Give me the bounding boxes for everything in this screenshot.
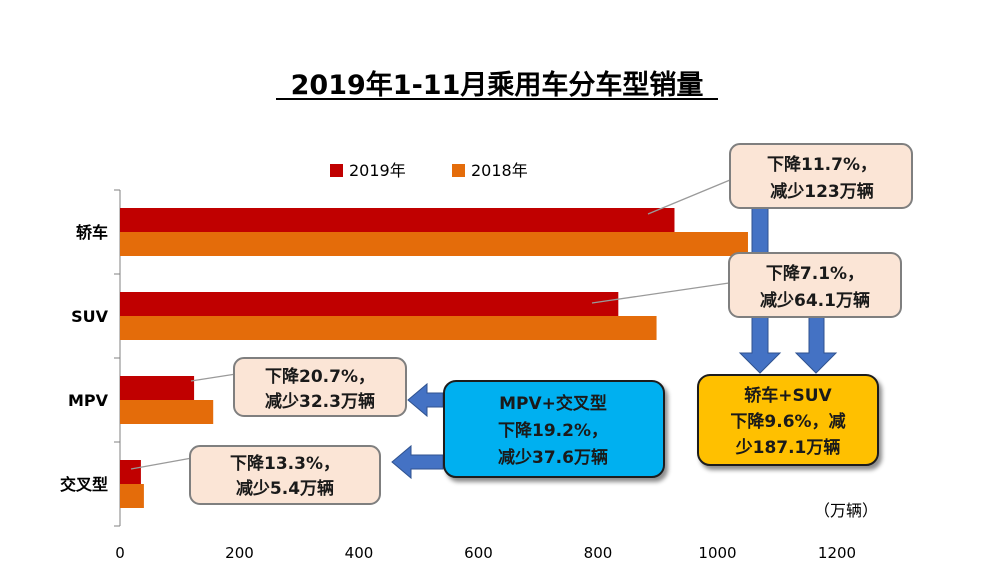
callout-mpv-crossover: MPV+交叉型 下降19.2%， 减少37.6万辆 [443, 380, 665, 478]
callout-mpv: 下降20.7%， 减少32.3万辆 [233, 357, 407, 417]
pointer-sedan [647, 179, 731, 215]
unit-label: （万辆） [814, 501, 878, 520]
callout-suv: 下降7.1%， 减少64.1万辆 [728, 252, 902, 318]
arrow-suv-down-icon [794, 311, 838, 374]
x-tick-label: 800 [584, 544, 613, 562]
callout-pointers [130, 179, 731, 470]
category-label-1: SUV [71, 307, 109, 326]
callout-sedan-line2: 减少123万辆 [770, 181, 874, 202]
x-axis-labels: 0 200 400 600 800 1000 1200 [115, 544, 856, 562]
bars [120, 208, 748, 508]
callout-suv-line1: 下降7.1%， [766, 263, 864, 284]
legend: 2019年 2018年 [330, 161, 528, 180]
legend-label-2018: 2018年 [471, 161, 528, 180]
bar-2018-2 [120, 400, 214, 424]
callout-mpv-crossover-line2: 下降19.2%， [498, 420, 608, 441]
legend-swatch-2018 [452, 164, 465, 177]
x-tick-label: 200 [225, 544, 254, 562]
callout-suv-line2: 减少64.1万辆 [760, 290, 870, 311]
legend-swatch-2019 [330, 164, 343, 177]
callout-crossover-line2: 减少5.4万辆 [236, 478, 334, 499]
arrow-mpv-left-icon [407, 382, 444, 418]
category-label-0: 轿车 [76, 223, 108, 242]
bar-2019-0 [120, 208, 675, 232]
bar-2018-3 [120, 484, 144, 508]
arrow-crossover-left-icon [391, 444, 444, 480]
bar-2019-2 [120, 376, 195, 400]
category-label-2: MPV [68, 391, 109, 410]
callout-mpv-crossover-line1: MPV+交叉型 [499, 393, 607, 414]
x-tick-label: 1200 [818, 544, 856, 562]
callout-sedan-suv: 轿车+SUV 下降9.6%，减 少187.1万辆 [697, 374, 879, 466]
bar-2018-1 [120, 316, 657, 340]
callout-mpv-line2: 减少32.3万辆 [265, 391, 375, 412]
callout-crossover: 下降13.3%， 减少5.4万辆 [189, 445, 381, 505]
category-label-3: 交叉型 [60, 475, 108, 494]
legend-label-2019: 2019年 [349, 161, 406, 180]
x-tick-label: 1000 [698, 544, 736, 562]
callout-crossover-line1: 下降13.3%， [230, 453, 340, 474]
pointer-mpv [190, 373, 237, 382]
pointer-crossover [130, 457, 193, 470]
chart-title: 2019年1-11月乘用车分车型销量 [291, 69, 704, 101]
x-tick-label: 400 [345, 544, 374, 562]
y-axis-labels: 轿车 SUV MPV 交叉型 [60, 223, 109, 494]
bar-2019-3 [120, 460, 141, 484]
callout-sedan-suv-line1: 轿车+SUV [744, 385, 832, 406]
bar-2018-0 [120, 232, 748, 256]
x-tick-label: 0 [115, 544, 125, 562]
bar-2019-1 [120, 292, 619, 316]
callout-mpv-crossover-line3: 减少37.6万辆 [498, 447, 608, 468]
callout-mpv-line1: 下降20.7%， [265, 366, 375, 387]
callout-sedan-line1: 下降11.7%， [767, 154, 877, 175]
x-tick-label: 600 [464, 544, 493, 562]
y-axis-ticks [114, 189, 120, 527]
callout-sedan: 下降11.7%， 减少123万辆 [729, 143, 913, 209]
pointer-suv [591, 282, 730, 304]
callout-sedan-suv-line3: 少187.1万辆 [735, 437, 841, 458]
callout-sedan-suv-line2: 下降9.6%，减 [730, 411, 845, 432]
